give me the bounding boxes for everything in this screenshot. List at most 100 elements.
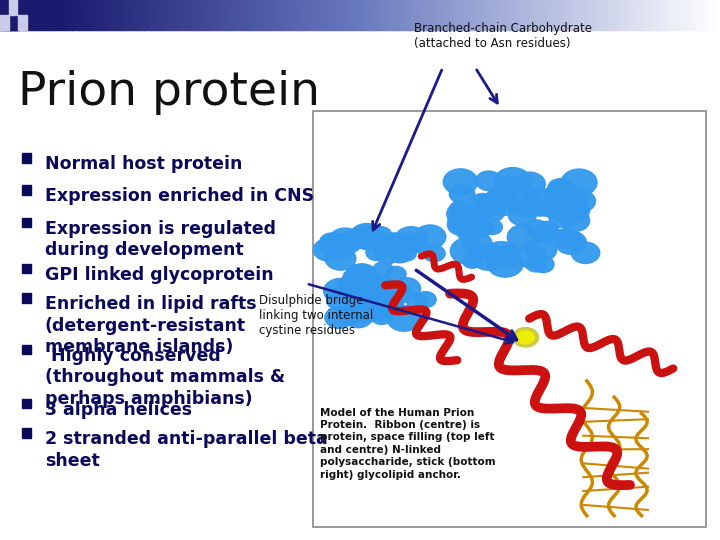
Bar: [79, 0, 84, 30]
Circle shape: [485, 189, 521, 215]
Bar: [677, 0, 681, 30]
Bar: [490, 0, 494, 30]
Bar: [137, 0, 141, 30]
Bar: [263, 0, 267, 30]
Text: Model of the Human Prion
Protein.  Ribbon (centre) is
protein, space filling (to: Model of the Human Prion Protein. Ribbon…: [320, 408, 496, 480]
Bar: [666, 0, 670, 30]
Circle shape: [423, 245, 445, 262]
Circle shape: [369, 227, 392, 244]
Bar: [598, 0, 602, 30]
Bar: [342, 0, 346, 30]
Bar: [425, 0, 429, 30]
Circle shape: [383, 234, 410, 253]
Bar: [270, 0, 274, 30]
Circle shape: [555, 231, 587, 254]
Circle shape: [470, 193, 495, 212]
Bar: [572, 0, 577, 30]
Bar: [497, 0, 501, 30]
Circle shape: [407, 294, 428, 310]
Circle shape: [562, 210, 590, 231]
Bar: [144, 0, 148, 30]
Circle shape: [475, 204, 495, 219]
Bar: [4, 0, 8, 30]
Bar: [562, 0, 566, 30]
Bar: [284, 0, 289, 30]
Circle shape: [456, 212, 484, 233]
Bar: [140, 0, 145, 30]
Circle shape: [374, 262, 393, 276]
Bar: [587, 0, 591, 30]
Bar: [702, 0, 706, 30]
Bar: [371, 0, 375, 30]
Bar: [526, 0, 530, 30]
Bar: [310, 0, 314, 30]
Bar: [569, 0, 573, 30]
Circle shape: [513, 193, 544, 217]
Text: Disulphide bridge
linking two internal
cystine residues: Disulphide bridge linking two internal c…: [259, 294, 374, 338]
Bar: [684, 0, 688, 30]
Bar: [306, 0, 310, 30]
Circle shape: [497, 176, 518, 192]
Text: 3 alpha helices: 3 alpha helices: [45, 401, 192, 418]
Bar: [238, 0, 242, 30]
Circle shape: [494, 192, 513, 207]
Bar: [245, 0, 249, 30]
Circle shape: [467, 218, 492, 237]
Bar: [209, 0, 213, 30]
Bar: [187, 0, 192, 30]
Bar: [230, 0, 235, 30]
Bar: [0, 0, 4, 30]
Bar: [22, 399, 31, 408]
Bar: [216, 0, 220, 30]
Bar: [479, 0, 483, 30]
Bar: [709, 0, 714, 30]
Bar: [22, 218, 31, 227]
Bar: [234, 0, 238, 30]
Bar: [443, 0, 447, 30]
Bar: [151, 0, 156, 30]
Bar: [486, 0, 490, 30]
Bar: [385, 0, 390, 30]
Circle shape: [324, 279, 357, 303]
Bar: [198, 0, 202, 30]
Bar: [313, 111, 706, 526]
Circle shape: [536, 221, 559, 238]
Bar: [605, 0, 609, 30]
Bar: [155, 0, 159, 30]
Circle shape: [491, 246, 521, 268]
Bar: [32, 0, 37, 30]
Bar: [439, 0, 444, 30]
Bar: [18, 0, 22, 30]
Bar: [0, 15, 9, 30]
Bar: [252, 0, 256, 30]
Bar: [292, 0, 296, 30]
Bar: [338, 0, 343, 30]
Bar: [328, 0, 332, 30]
Circle shape: [320, 235, 348, 256]
Bar: [205, 0, 210, 30]
Circle shape: [525, 238, 557, 262]
Bar: [86, 0, 91, 30]
Circle shape: [562, 201, 586, 220]
Bar: [22, 428, 31, 438]
Bar: [418, 0, 422, 30]
Circle shape: [346, 301, 375, 323]
Circle shape: [313, 239, 343, 261]
Circle shape: [339, 273, 370, 296]
Bar: [148, 0, 152, 30]
Circle shape: [397, 246, 416, 261]
Bar: [508, 0, 512, 30]
Circle shape: [334, 284, 361, 304]
Circle shape: [482, 219, 503, 234]
Bar: [716, 0, 720, 30]
Bar: [0, 14, 18, 30]
Circle shape: [320, 233, 343, 250]
Text: Expression enriched in CNS: Expression enriched in CNS: [45, 187, 314, 205]
Bar: [673, 0, 678, 30]
Bar: [461, 0, 465, 30]
Circle shape: [554, 194, 582, 214]
Bar: [634, 0, 638, 30]
Circle shape: [325, 247, 356, 270]
Bar: [515, 0, 519, 30]
Text: Expression is regulated
during development: Expression is regulated during developme…: [45, 220, 276, 259]
